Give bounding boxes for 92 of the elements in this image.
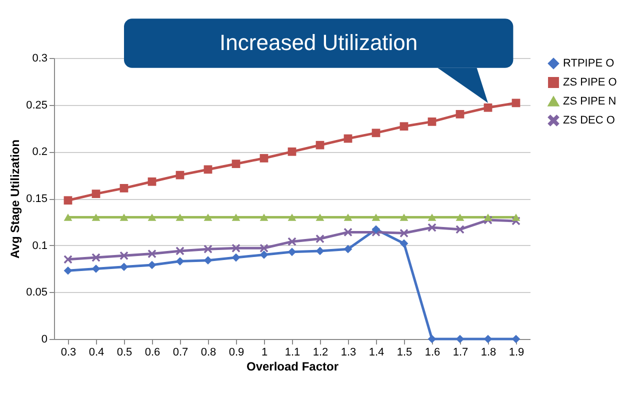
y-tick-label: 0.1 <box>32 240 48 252</box>
point <box>120 214 128 221</box>
x-tick-label: 0.7 <box>172 346 188 358</box>
point <box>148 214 156 221</box>
x-tick-label: 1.1 <box>284 346 300 358</box>
point <box>428 214 436 221</box>
x-axis-title: Overload Factor <box>246 360 339 374</box>
point <box>484 103 492 112</box>
point <box>64 196 72 205</box>
point <box>288 214 296 221</box>
legend-label: ZS DEC O <box>563 114 616 126</box>
point <box>512 214 520 221</box>
point <box>260 250 268 259</box>
point <box>260 214 268 221</box>
legend-label: ZS PIPE N <box>563 96 616 108</box>
point <box>204 214 212 221</box>
point <box>484 214 492 221</box>
x-tick-label: 1.3 <box>340 346 356 358</box>
point <box>372 128 380 138</box>
point <box>232 244 240 252</box>
point <box>456 214 464 221</box>
legend-label: ZS PIPE O <box>563 76 618 88</box>
point <box>400 214 408 221</box>
x-tick-label: 0.6 <box>144 346 160 358</box>
y-tick-label: 0.05 <box>26 286 48 299</box>
point <box>204 256 212 265</box>
point <box>372 225 380 234</box>
y-tick-label: 0.15 <box>26 193 48 205</box>
x-tick-label: 1.6 <box>424 346 440 358</box>
point <box>232 214 240 221</box>
point <box>428 223 436 232</box>
point <box>400 228 408 238</box>
x-tick-label: 0.4 <box>88 346 104 358</box>
point <box>204 244 212 254</box>
x-tick-label: 1.2 <box>312 346 328 358</box>
point <box>344 228 352 236</box>
point <box>288 147 296 156</box>
point <box>92 190 100 198</box>
x-tick-label: 0.8 <box>200 346 216 358</box>
point <box>176 246 184 256</box>
point <box>176 257 184 266</box>
x-tick-label: 0.5 <box>116 346 132 358</box>
x-tick-label: 1.4 <box>368 346 384 358</box>
point <box>512 334 520 344</box>
x-tick-label: 1.9 <box>508 346 524 358</box>
point <box>316 214 324 221</box>
point <box>344 134 352 143</box>
point <box>148 260 156 270</box>
x-tick-label: 1 <box>261 346 268 358</box>
point <box>456 225 464 234</box>
x-tick-label: 0.9 <box>228 346 244 358</box>
point <box>512 98 520 108</box>
point <box>176 170 184 180</box>
x-tick-label: 0.3 <box>60 346 76 358</box>
y-tick-label: 0 <box>41 334 48 346</box>
point <box>64 266 72 275</box>
point <box>92 214 100 221</box>
point <box>316 140 324 150</box>
point <box>148 177 156 186</box>
point <box>120 251 128 260</box>
point <box>120 262 128 272</box>
point <box>428 118 436 126</box>
point <box>232 160 240 168</box>
point <box>316 246 324 256</box>
y-tick-label: 0.2 <box>32 146 48 158</box>
point <box>204 165 212 174</box>
point <box>176 214 184 221</box>
point <box>456 110 464 118</box>
point <box>288 237 296 246</box>
legend-label: RTPIPE O <box>563 58 615 70</box>
x-tick-label: 1.7 <box>452 346 468 358</box>
x-tick-label: 1.8 <box>480 346 496 358</box>
text: Increased Utilization <box>220 30 418 56</box>
point <box>400 239 408 248</box>
point <box>148 250 156 258</box>
x-tick-label: 1.5 <box>396 346 412 358</box>
point <box>344 244 352 254</box>
point <box>260 154 268 162</box>
point <box>120 184 128 192</box>
point <box>372 214 380 221</box>
point <box>64 214 72 221</box>
point <box>232 253 240 262</box>
point <box>64 255 72 264</box>
point <box>92 253 100 262</box>
point <box>316 234 324 243</box>
point <box>92 264 100 273</box>
point <box>260 244 268 252</box>
y-tick-label: 0.25 <box>26 99 48 112</box>
point <box>400 122 408 131</box>
y-axis-title: Avg Stage Utilization <box>8 140 22 258</box>
point <box>344 214 352 221</box>
y-tick-label: 0.3 <box>32 52 48 64</box>
